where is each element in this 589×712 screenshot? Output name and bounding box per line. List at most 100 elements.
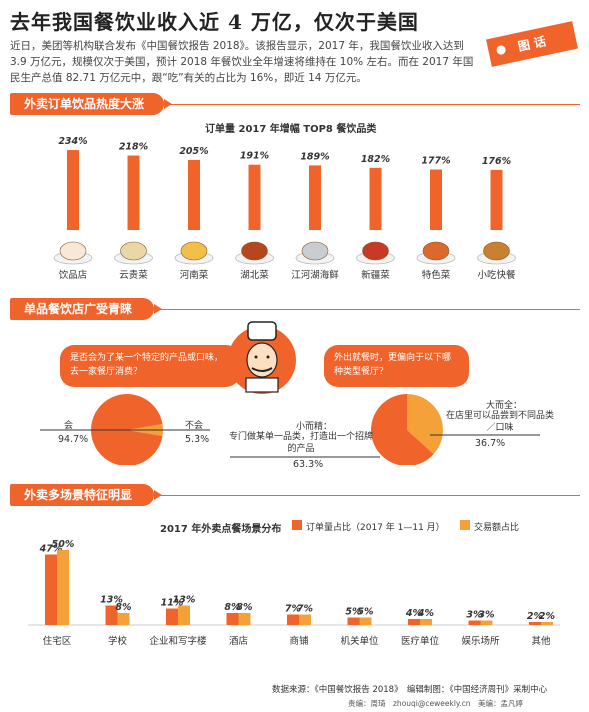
bar-s1-3 bbox=[238, 613, 251, 625]
category-label: 河南菜 bbox=[180, 269, 209, 281]
bar-value-label: 234% bbox=[58, 136, 87, 147]
chef-hat-icon bbox=[247, 321, 277, 341]
category-label: 医疗单位 bbox=[401, 635, 440, 647]
category-label: 新疆菜 bbox=[361, 269, 390, 281]
pies-svg bbox=[40, 394, 540, 465]
bar-s1-4 bbox=[299, 614, 311, 625]
bar-s1-8 bbox=[541, 622, 553, 625]
pie-right-small-slice bbox=[371, 394, 434, 465]
pie-right-big-slice bbox=[407, 394, 443, 455]
bar-s1-6 bbox=[420, 619, 432, 625]
bar-s0-2 bbox=[166, 608, 178, 625]
bar-value-label: 7% bbox=[297, 604, 313, 615]
bar-value-label: 177% bbox=[421, 156, 450, 167]
bar-7 bbox=[490, 169, 503, 230]
bar-value-label: 5% bbox=[357, 607, 373, 618]
legend-orders-swatch bbox=[292, 520, 302, 530]
category-label: 住宅区 bbox=[43, 635, 72, 647]
food-icon bbox=[362, 241, 389, 261]
bar-s1-1 bbox=[117, 613, 130, 625]
page-title: 去年我国餐饮业收入近 4 万亿，仅次于美国 bbox=[10, 10, 419, 34]
bar-0 bbox=[67, 150, 79, 230]
bar-4 bbox=[309, 165, 321, 230]
bar-value-label: 191% bbox=[240, 151, 269, 162]
chart1-title: 订单量 2017 年增幅 TOP8 餐饮品类 bbox=[205, 124, 377, 135]
pie-right-small-label: 小而精： bbox=[296, 422, 333, 432]
pie-right-big-desc: 在店里可以品尝到不同品类／口味 bbox=[445, 411, 554, 433]
legend-revenue-label: 交易额占比 bbox=[474, 523, 520, 533]
bar-value-label: 182% bbox=[361, 154, 390, 165]
footer-credits: 责编：周琦 zhouqi@ceweekly.cn 美编：孟凡婷 bbox=[348, 699, 524, 708]
category-label: 其他 bbox=[531, 635, 551, 647]
bar-s0-7 bbox=[468, 620, 481, 625]
bar-s0-5 bbox=[347, 617, 360, 625]
pie-left-no-label: 不会 bbox=[185, 421, 204, 431]
bar-s1-7 bbox=[480, 620, 493, 625]
category-label: 小吃快餐 bbox=[477, 269, 516, 281]
legend-orders-label: 订单量占比（2017 年 1—11 月） bbox=[306, 523, 445, 533]
category-label: 特色菜 bbox=[422, 269, 451, 281]
bar-value-label: 13% bbox=[100, 595, 123, 606]
section1-heading: 外卖订单饮品热度大涨 bbox=[10, 93, 172, 115]
bar-value-label: 176% bbox=[482, 156, 511, 167]
chef-collar bbox=[245, 377, 279, 393]
bar-value-label: 3% bbox=[478, 610, 494, 621]
category-label: 学校 bbox=[108, 635, 128, 647]
food-icon bbox=[180, 241, 208, 261]
bar-s0-4 bbox=[287, 614, 299, 625]
bar-value-label: 8% bbox=[236, 602, 252, 613]
chart3-title: 2017 年外卖点餐场景分布 bbox=[160, 524, 282, 535]
bar-s1-5 bbox=[359, 617, 372, 625]
bar-value-label: 2% bbox=[527, 611, 543, 622]
section2-heading: 单品餐饮店广受青睐 bbox=[10, 298, 162, 320]
food-icon bbox=[422, 241, 450, 261]
category-label: 云贵菜 bbox=[119, 269, 148, 281]
footer-source: 数据来源：《中国餐饮报告 2018》 编辑制图：《中国经济周刊》采制中心 bbox=[272, 685, 548, 695]
bar-s1-2 bbox=[178, 605, 190, 625]
category-label: 娱乐场所 bbox=[461, 635, 500, 647]
category-label: 饮品店 bbox=[59, 269, 88, 281]
pie-left-no-value: 5.3% bbox=[185, 434, 210, 445]
bar-value-label: 205% bbox=[179, 146, 208, 157]
food-icon bbox=[59, 241, 87, 261]
food-icon bbox=[241, 241, 268, 261]
pie-right-big-label: 大而全： bbox=[486, 401, 523, 411]
bar-1 bbox=[127, 155, 140, 230]
bar-s0-3 bbox=[226, 613, 239, 625]
bar-value-label: 8% bbox=[224, 602, 240, 613]
category-label: 湖北菜 bbox=[240, 269, 269, 281]
pin-icon bbox=[495, 44, 507, 56]
tag-label: 图 话 bbox=[516, 34, 548, 54]
bar-s1-0 bbox=[57, 550, 69, 625]
tag-badge: 图 话 bbox=[486, 21, 578, 67]
bar-value-label: 47% bbox=[39, 544, 63, 555]
left-question-bubble: 是否会为了某一个特定的产品或口味，去一家餐厅消费？ bbox=[60, 345, 240, 387]
chef-mustache bbox=[251, 367, 273, 372]
food-icon bbox=[483, 241, 510, 261]
bar-s0-0 bbox=[45, 554, 57, 625]
section3-heading: 外卖多场景特征明显 bbox=[10, 484, 162, 506]
bar-s0-8 bbox=[529, 622, 541, 625]
bar-value-label: 4% bbox=[405, 608, 422, 619]
category-label: 酒店 bbox=[229, 635, 248, 647]
bar-value-label: 11% bbox=[161, 598, 184, 609]
category-label: 机关单位 bbox=[340, 635, 379, 647]
pie-left-yes-value: 94.7% bbox=[58, 434, 89, 445]
pie-left-yes-label: 会 bbox=[64, 421, 74, 431]
food-icon bbox=[120, 241, 147, 261]
legend-revenue-swatch bbox=[460, 520, 470, 530]
bar-3 bbox=[248, 164, 261, 230]
chart1-svg: 234% 饮品店 218% 云贵菜 205% 河南菜 191% 湖北菜 189% 江河湖海鲜 182… bbox=[53, 136, 516, 281]
section3-rule bbox=[10, 495, 580, 496]
bar-value-label: 5% bbox=[345, 607, 361, 618]
category-label: 企业和写字楼 bbox=[149, 635, 207, 647]
bar-5 bbox=[369, 167, 382, 230]
bar-value-label: 50% bbox=[52, 539, 75, 550]
bar-value-label: 2% bbox=[539, 611, 555, 622]
bar-value-label: 3% bbox=[466, 610, 482, 621]
pie-right-big-value: 36.7% bbox=[475, 438, 506, 449]
bar-value-label: 218% bbox=[119, 142, 148, 153]
bar-s0-6 bbox=[408, 619, 420, 625]
pie-right-small-desc: 专门做某单一品类，打造出一个招牌的产品 bbox=[228, 432, 373, 454]
section1-rule bbox=[10, 104, 580, 105]
